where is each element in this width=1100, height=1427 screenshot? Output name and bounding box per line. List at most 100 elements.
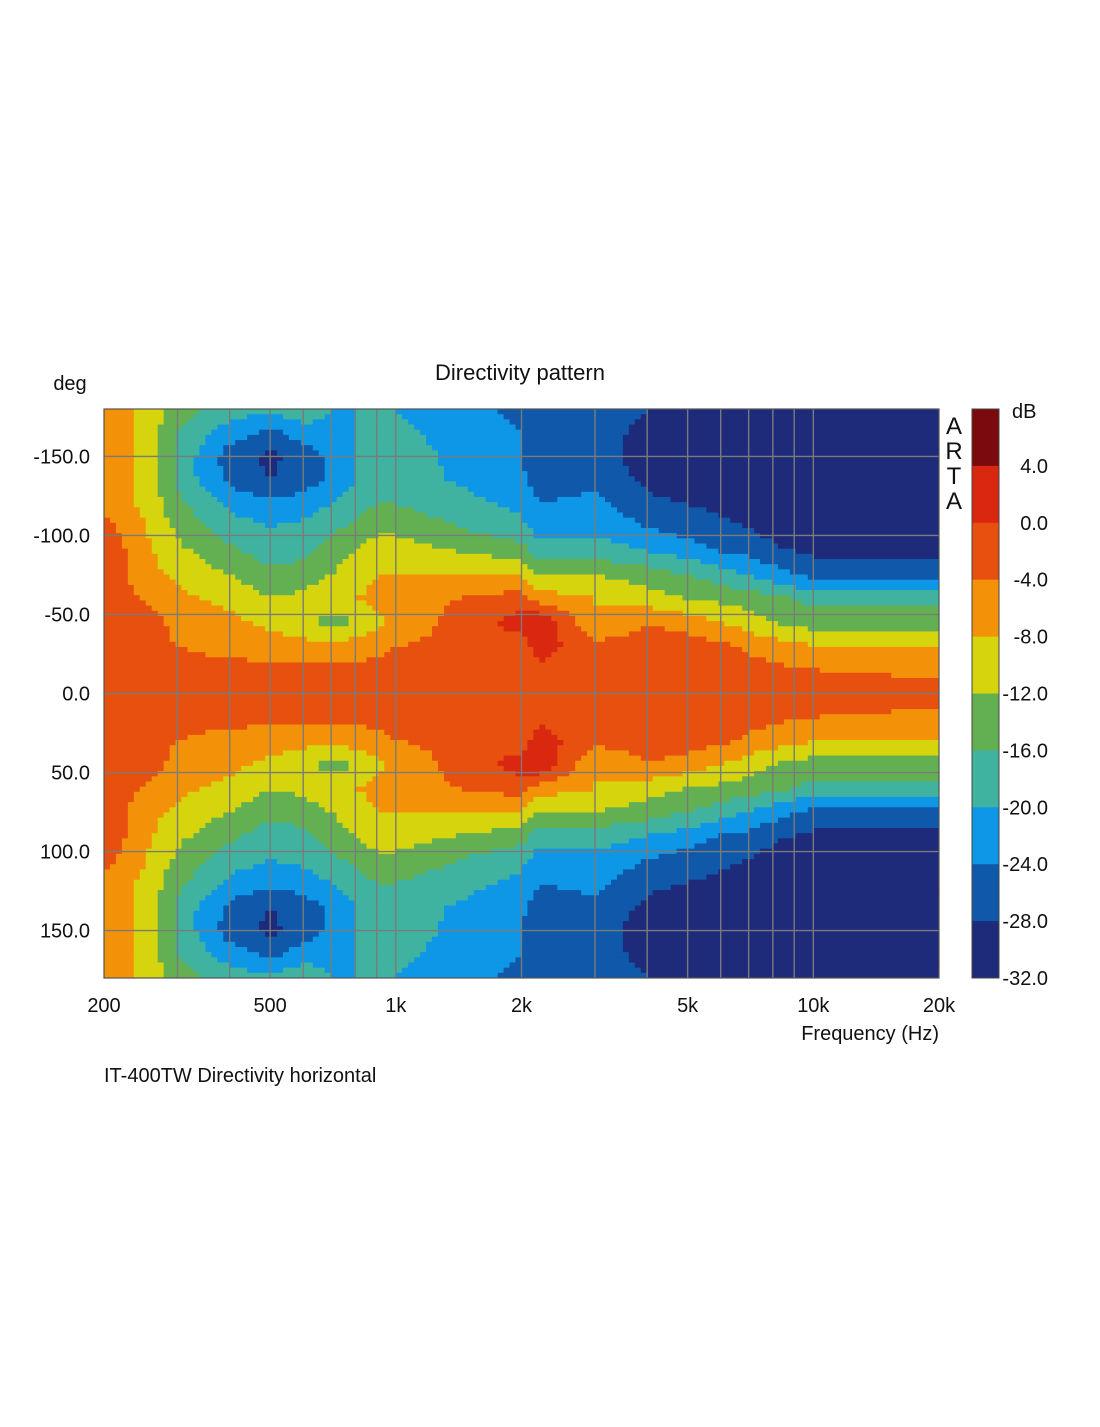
heatmap-cell: [306, 584, 368, 591]
heatmap-cell: [175, 460, 195, 467]
heatmap-cell: [104, 874, 141, 881]
heatmap-cell: [443, 517, 523, 524]
heatmap-cell: [133, 926, 159, 933]
heatmap-cell: [354, 936, 433, 943]
heatmap-cell: [133, 465, 159, 472]
heatmap-cell: [789, 812, 939, 819]
heatmap-cell: [163, 884, 183, 891]
heatmap-cell: [354, 419, 409, 426]
heatmap-cell: [151, 543, 183, 550]
heatmap-cell: [157, 771, 236, 777]
heatmap-cell: [104, 776, 153, 783]
heatmap-cell: [354, 926, 439, 933]
heatmap-cell: [157, 559, 206, 565]
heatmap-cell: [354, 915, 445, 922]
heatmap-cell: [503, 414, 642, 420]
heatmap-cell: [133, 471, 159, 477]
heatmap-cell: [169, 745, 308, 751]
heatmap-cell: [104, 853, 117, 860]
heatmap-cell: [253, 621, 320, 627]
heatmap-cell: [443, 776, 558, 783]
heatmap-cell: [640, 522, 743, 529]
heatmap-cell: [509, 962, 636, 969]
heatmap-cell: [211, 527, 338, 534]
heatmap-cell: [276, 931, 320, 938]
heatmap-cell: [646, 817, 719, 824]
heatmap-cell: [706, 874, 939, 881]
heatmap-cell: [187, 734, 391, 741]
heatmap-cell: [151, 838, 183, 845]
heatmap-cell: [157, 455, 177, 462]
heatmap-cell: [127, 817, 159, 824]
x-tick-label: 10k: [797, 995, 830, 1017]
heatmap-cell: [622, 512, 719, 519]
heatmap-cell: [539, 610, 570, 617]
heatmap-cell: [646, 895, 939, 902]
heatmap-cell: [104, 631, 171, 638]
heatmap-cell: [533, 890, 582, 896]
heatmap-cell: [181, 538, 224, 545]
heatmap-cell: [336, 812, 535, 819]
heatmap-cell: [610, 843, 696, 850]
heatmap-cell: [324, 905, 356, 912]
heatmap-cell: [557, 745, 594, 751]
plot-frame: [103, 408, 940, 979]
heatmap-cell: [104, 724, 248, 731]
heatmap-cell: [127, 827, 159, 834]
heatmap-cell: [139, 786, 201, 793]
heatmap-cell: [205, 895, 236, 902]
heatmap-cell: [157, 931, 177, 938]
heatmap-cell: [163, 507, 195, 514]
heatmap-cell: [175, 740, 409, 746]
heatmap-cell: [175, 486, 206, 493]
heatmap-cell: [193, 548, 242, 555]
heatmap-cell: [688, 631, 755, 638]
heatmap-cell: [527, 817, 648, 824]
heatmap-cell: [348, 827, 493, 834]
heatmap-cell: [223, 843, 326, 850]
heatmap-cell: [104, 455, 135, 462]
heatmap-cell: [187, 879, 224, 886]
heatmap-cell: [443, 471, 529, 477]
heatmap-cell: [354, 445, 433, 451]
heatmap-cell: [318, 900, 356, 907]
heatmap-cell: [378, 771, 445, 777]
heatmap-cell: [354, 548, 457, 555]
heatmap-cell: [104, 496, 135, 503]
heatmap-cell: [223, 445, 314, 451]
heatmap-cell: [760, 590, 939, 596]
heatmap-cell: [157, 915, 177, 922]
heatmap-cell: [253, 517, 302, 524]
heatmap-cell: [133, 890, 159, 896]
heatmap-cell: [133, 915, 159, 922]
heatmap-cell: [312, 419, 356, 426]
heatmap-cell: [294, 890, 344, 896]
heatmap-cell: [235, 543, 320, 550]
x-tick-label: 500: [253, 995, 286, 1017]
heatmap-cell: [157, 895, 177, 902]
heatmap-cell: [795, 584, 939, 591]
heatmap-cell: [420, 636, 529, 643]
heatmap-cell: [253, 491, 296, 498]
heatmap-cell: [169, 626, 266, 633]
heatmap-cell: [163, 414, 195, 420]
heatmap-cell: [521, 931, 624, 938]
heatmap-cell: [104, 827, 129, 834]
heatmap-cell: [235, 869, 314, 876]
heatmap-cell: [211, 890, 254, 896]
heatmap-cell: [300, 419, 314, 426]
heatmap-cell: [777, 817, 939, 824]
heatmap-cell: [372, 776, 445, 783]
heatmap-cell: [104, 952, 135, 958]
heatmap-cell: [223, 936, 314, 943]
heatmap-cell: [521, 517, 636, 524]
heatmap-cell: [557, 626, 582, 633]
heatmap-cell: [133, 946, 159, 953]
y-tick-label: 0.0: [62, 684, 90, 706]
heatmap-cell: [193, 460, 218, 467]
heatmap-cell: [115, 527, 147, 534]
heatmap-cell: [104, 476, 135, 483]
heatmap-cell: [157, 941, 177, 948]
heatmap-cell: [259, 791, 296, 798]
